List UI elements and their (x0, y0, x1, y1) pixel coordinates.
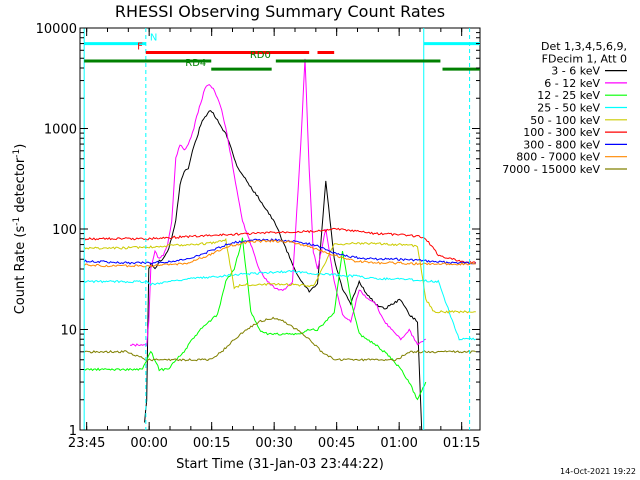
state-label-f: F (137, 42, 143, 53)
x-axis-label: Start Time (31-Jan-03 23:44:22) (176, 457, 384, 472)
x-tick-label-2: 00:15 (193, 436, 230, 451)
x-tick-label-6: 01:15 (443, 436, 480, 451)
legend-label-12-25-kev: 12 - 25 keV (537, 89, 600, 102)
y-axis-label-exp1: -1 (12, 217, 22, 226)
state-label-n: N (150, 33, 157, 44)
legend-label-6-12-kev: 6 - 12 keV (544, 77, 600, 90)
series-line-25-50-kev (83, 269, 476, 341)
series-line-7000-15000-kev (83, 316, 477, 362)
x-tick-label-5: 01:00 (380, 436, 417, 451)
y-tick-label-2: 100 (52, 223, 77, 238)
legend-label-300-800-kev: 300 - 800 keV (523, 138, 600, 151)
series-line-800-7000-kev (83, 239, 476, 268)
y-axis-label-base: Count Rate (s (13, 226, 28, 315)
legend-header-1: FDecim 1, Att 0 (542, 52, 627, 65)
y-axis-label-end: ) (13, 144, 28, 149)
series-line-300-800-kev (83, 238, 477, 265)
series-line-6-12-kev (129, 58, 426, 347)
y-tick-label-1: 10 (60, 324, 77, 339)
legend-label-3-6-kev: 3 - 6 keV (551, 65, 600, 78)
footer-timestamp: 14-Oct-2021 19:22 (560, 467, 636, 476)
legend-label-7000-15000-kev: 7000 - 15000 keV (502, 163, 600, 176)
y-tick-label-4: 10000 (36, 22, 77, 37)
annotation-layer: NF RD0 RD4 (83, 28, 480, 430)
y-axis-label-mid: detector (13, 157, 28, 217)
legend-label-25-50-kev: 25 - 50 keV (537, 102, 600, 115)
series-line-3-6-kev (144, 110, 423, 430)
x-tick-label-0: 23:45 (68, 436, 105, 451)
series-line-50-100-kev (83, 237, 476, 314)
y-tick-label-0: 1 (69, 424, 77, 439)
y-axis-label-exp2: -1 (12, 149, 22, 158)
state-label-rd0: RD0 (250, 50, 271, 61)
axis-layer: 23:45 00:00 00:15 00:30 00:45 01:00 01:15 1 10 10… (36, 22, 481, 451)
x-tick-label-1: 00:00 (130, 436, 167, 451)
series-line-12-25-kev (84, 237, 427, 401)
legend-header-0: Det 1,3,4,5,6,9, (541, 40, 627, 53)
state-label-rd4: RD4 (185, 58, 206, 69)
legend-label-50-100-kev: 50 - 100 keV (530, 114, 600, 127)
series-line-100-300-kev (83, 227, 477, 264)
y-axis-label: Count Rate (s-1 detector-1) (12, 144, 28, 315)
x-tick-label-3: 00:30 (255, 436, 292, 451)
series-layer (83, 58, 477, 430)
plot-frame (79, 27, 481, 431)
x-tick-label-4: 00:45 (318, 436, 355, 451)
chart-title: RHESSI Observing Summary Count Rates (115, 2, 445, 21)
y-tick-label-3: 1000 (44, 123, 77, 138)
legend-label-100-300-kev: 100 - 300 keV (523, 126, 600, 139)
legend: Det 1,3,4,5,6,9,FDecim 1, Att 03 - 6 keV… (502, 40, 627, 176)
legend-label-800-7000-kev: 800 - 7000 keV (516, 151, 600, 164)
